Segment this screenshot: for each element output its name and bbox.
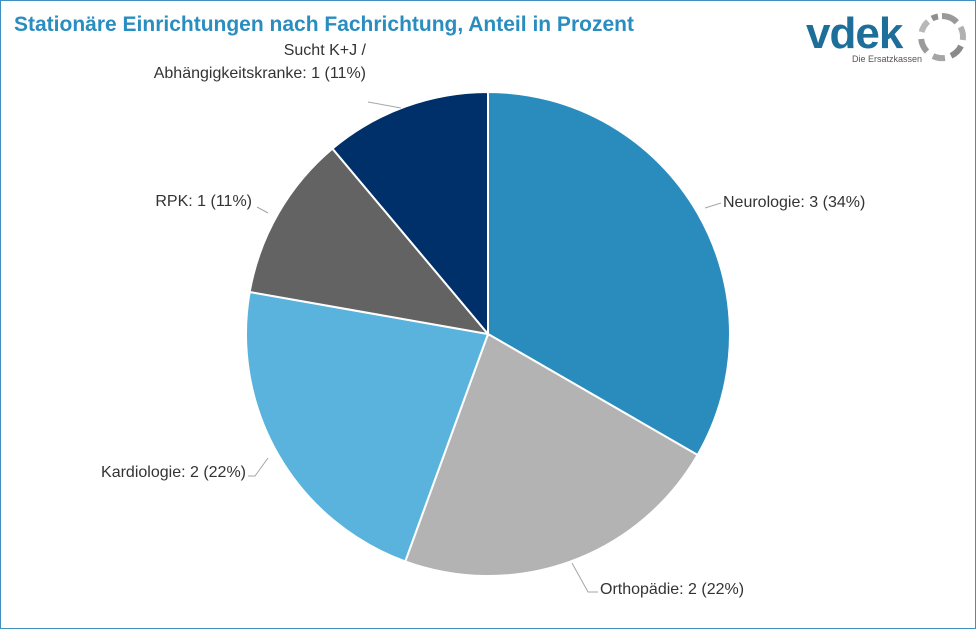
- slice-label: Sucht K+J / Abhängigkeitskranke: 1 (11%): [154, 42, 367, 82]
- pie-slice-sucht-k-j-abh-ngigkeitskranke: [331, 90, 489, 337]
- logo-tagline: Die Ersatzkassen: [852, 54, 923, 64]
- slice-label-line: Neurologie: 3 (34%): [723, 194, 865, 211]
- slice-label: Orthopädie: 2 (22%): [600, 581, 744, 598]
- slice-label: Kardiologie: 2 (22%): [101, 464, 246, 481]
- pie-slice-rpk: [248, 147, 491, 336]
- leader-line: [704, 202, 722, 209]
- leader-line: [248, 457, 269, 477]
- slice-label-line: Abhängigkeitskranke: 1 (11%): [154, 65, 366, 82]
- leader-line: [256, 206, 269, 214]
- slice-label: RPK: 1 (11%): [155, 193, 252, 210]
- leader-line: [367, 101, 402, 109]
- pie-slice-orthop-die: [403, 332, 699, 577]
- slice-label-line: Sucht K+J /: [284, 42, 367, 59]
- slice-label-line: Kardiologie: 2 (22%): [101, 464, 246, 481]
- pie-slice-neurologie: [487, 90, 732, 457]
- leader-line: [571, 562, 598, 593]
- pie-slice-kardiologie: [245, 290, 490, 563]
- chart-title: Stationäre Einrichtungen nach Fachrichtu…: [14, 13, 634, 36]
- logo-word: vdek: [806, 9, 903, 58]
- slice-label-line: Orthopädie: 2 (22%): [600, 581, 744, 598]
- vdek-logo: vdek Die Ersatzkassen: [806, 9, 968, 69]
- slice-label: Neurologie: 3 (34%): [723, 194, 865, 211]
- logo-ring-icon: [918, 13, 967, 62]
- slice-label-line: RPK: 1 (11%): [155, 193, 252, 210]
